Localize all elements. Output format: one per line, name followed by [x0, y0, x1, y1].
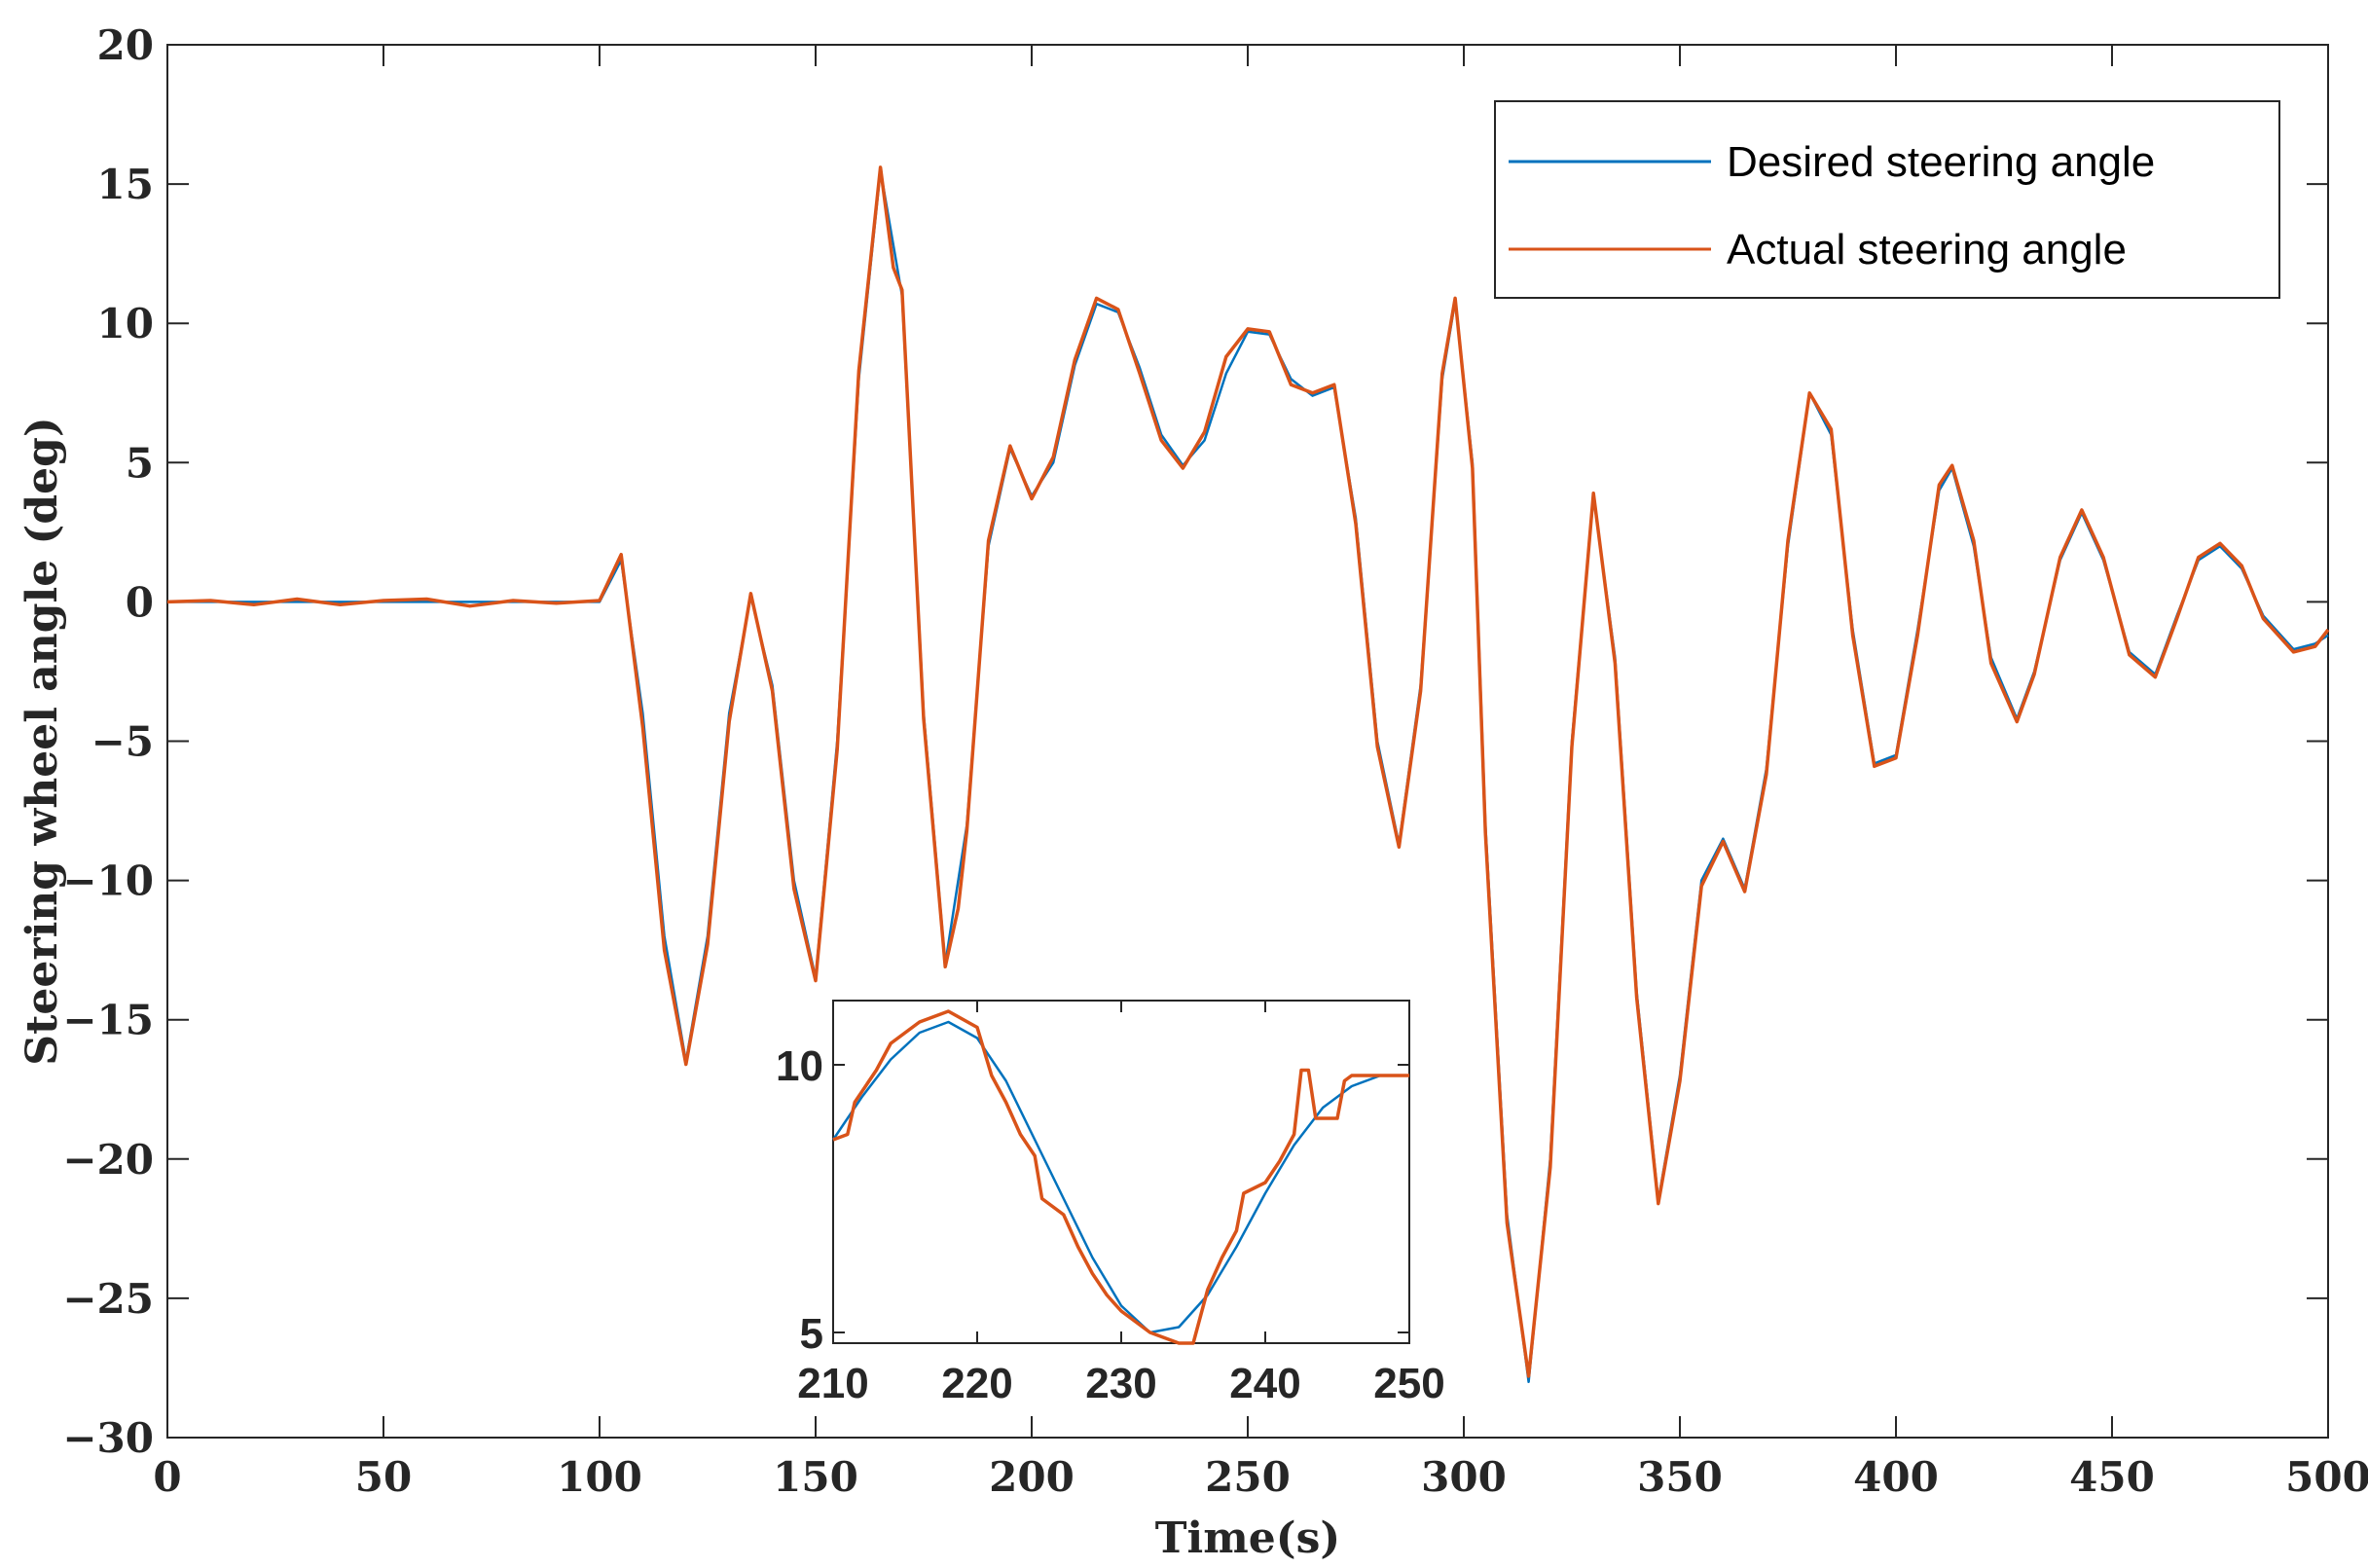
- inset-plot-area: 210 220 230 240 250 10 5: [776, 1000, 1445, 1407]
- y-tick-label: −5: [91, 718, 154, 766]
- y-tick-label: −25: [62, 1275, 154, 1323]
- x-tick-label: 0: [153, 1453, 181, 1501]
- x-tick-label: 500: [2285, 1453, 2368, 1501]
- inset-x-tick-label: 220: [941, 1360, 1012, 1407]
- y-tick-label: 5: [126, 439, 154, 487]
- inset-x-tick-label: 250: [1373, 1360, 1444, 1407]
- y-tick-label: 20: [97, 21, 154, 69]
- inset-series-line-desired: [831, 1020, 1409, 1334]
- inset-x-tick-label: 210: [797, 1360, 868, 1407]
- inset-y-tick-label: 5: [800, 1310, 823, 1358]
- legend-label-actual: Actual steering angle: [1727, 226, 2127, 273]
- x-tick-label: 300: [1421, 1453, 1507, 1501]
- y-tick-label: −30: [62, 1414, 154, 1462]
- x-tick-label: 100: [557, 1453, 642, 1501]
- y-tick-label: 15: [97, 161, 154, 208]
- x-tick-label: 200: [989, 1453, 1075, 1501]
- inset-x-tick-label: 240: [1229, 1360, 1300, 1407]
- x-tick-label: 450: [2069, 1453, 2155, 1501]
- inset-x-tick-label: 230: [1085, 1360, 1156, 1407]
- y-tick-label: 0: [126, 578, 154, 626]
- series-line-actual: [166, 165, 2330, 1378]
- x-tick-label: 50: [355, 1453, 412, 1501]
- y-tick-label: 10: [97, 300, 154, 347]
- y-axis-label: Steering wheel angle (deg): [18, 417, 67, 1065]
- legend-box: [1494, 100, 2280, 299]
- legend: Desired steering angle Actual steering an…: [1494, 100, 2280, 299]
- y-tick-label: −10: [62, 857, 154, 905]
- y-tick-label: −20: [62, 1136, 154, 1184]
- y-tick-label: −15: [62, 997, 154, 1044]
- x-tick-label: 250: [1205, 1453, 1291, 1501]
- legend-label-desired: Desired steering angle: [1727, 138, 2155, 186]
- inset-series-line-actual: [832, 1009, 1409, 1345]
- inset-frame: [832, 1000, 1410, 1344]
- inset-y-tick-label: 10: [776, 1042, 823, 1090]
- x-tick-label: 400: [1853, 1453, 1939, 1501]
- x-tick-label: 150: [773, 1453, 858, 1501]
- x-tick-label: 350: [1637, 1453, 1723, 1501]
- x-axis-label: Time(s): [1155, 1513, 1340, 1563]
